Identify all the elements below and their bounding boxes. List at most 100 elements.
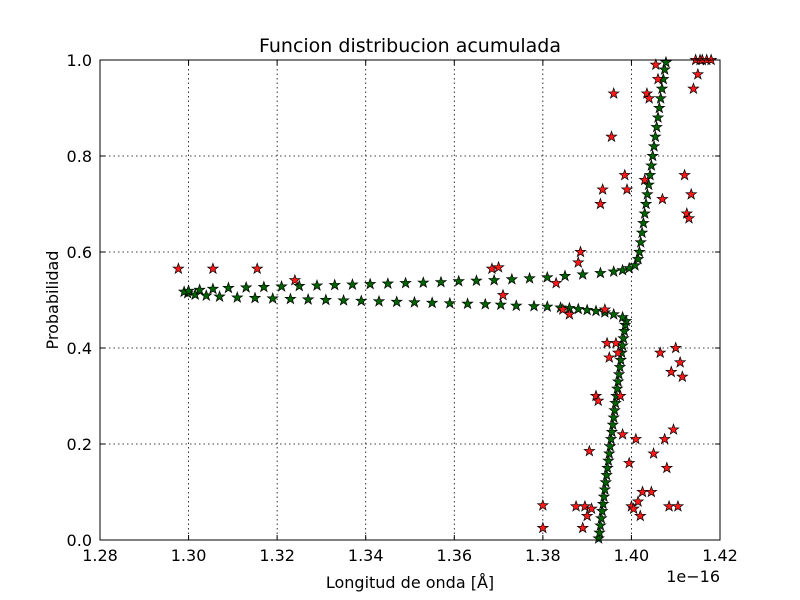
- data-point-star-marker: [673, 355, 687, 368]
- fit-point-star-marker: [659, 55, 673, 68]
- fit-point-star-marker: [572, 302, 585, 315]
- data-point-star-marker: [609, 336, 623, 349]
- data-point-star-marker: [614, 389, 627, 402]
- fit-point-star-marker: [658, 63, 671, 75]
- data-point-star-marker: [536, 498, 550, 511]
- fit-point-star-marker: [541, 270, 554, 283]
- data-point-star-marker: [704, 53, 718, 66]
- x-tick-label: 1.42: [702, 546, 738, 565]
- fit-point-star-marker: [589, 304, 603, 317]
- fit-point-star-marker: [597, 490, 611, 503]
- fit-point-star-marker: [650, 120, 663, 133]
- data-point-star-marker: [622, 456, 636, 469]
- fit-point-star-marker: [631, 252, 645, 265]
- fit-point-star-marker: [595, 511, 608, 524]
- fit-point-star-marker: [381, 277, 395, 289]
- y-tick-label: 0.2: [67, 435, 92, 454]
- data-point-star-marker: [580, 509, 594, 522]
- data-point-star-marker: [627, 502, 640, 515]
- fit-point-star-marker: [639, 197, 653, 210]
- fit-point-star-marker: [372, 294, 386, 307]
- fit-point-star-marker: [182, 284, 195, 297]
- fit-series: [177, 55, 673, 544]
- data-point-star-marker: [576, 521, 589, 534]
- fit-point-star-marker: [355, 294, 368, 307]
- data-point-star-marker: [596, 183, 609, 195]
- data-point-star-marker: [649, 58, 663, 71]
- fit-point-star-marker: [646, 149, 659, 162]
- data-point-star-marker: [572, 255, 585, 268]
- fit-point-star-marker: [641, 187, 654, 200]
- data-point-star-marker: [206, 262, 220, 275]
- data-point-star-marker: [691, 67, 705, 80]
- data-point-star-marker: [638, 173, 651, 186]
- fit-point-star-marker: [602, 454, 615, 467]
- fit-point-star-marker: [580, 303, 594, 316]
- data-point-star-marker: [634, 509, 647, 522]
- fit-point-star-marker: [399, 276, 412, 289]
- plot-frame: [99, 59, 721, 541]
- data-point-star-marker: [574, 245, 587, 258]
- fit-point-star-marker: [635, 226, 649, 239]
- fit-point-star-marker: [328, 278, 341, 291]
- fit-point-star-marker: [523, 271, 536, 284]
- fit-point-star-marker: [337, 293, 350, 306]
- data-point-star-marker: [611, 346, 625, 359]
- fit-point-star-marker: [310, 279, 324, 291]
- fit-point-star-marker: [618, 318, 632, 331]
- data-point-star-marker: [629, 432, 643, 445]
- data-point-star-marker: [618, 168, 632, 181]
- fit-point-star-marker: [558, 269, 572, 282]
- fit-point-star-marker: [239, 280, 253, 293]
- fit-point-star-marker: [600, 468, 613, 481]
- data-point-star-marker: [656, 192, 669, 205]
- chart-title: Funcion distribucion acumulada: [259, 35, 561, 57]
- y-tick-label: 1.0: [67, 51, 92, 70]
- fit-point-star-marker: [607, 265, 620, 277]
- fit-point-star-marker: [647, 139, 661, 152]
- fit-point-star-marker: [617, 331, 630, 344]
- y-axis-title: Probabilidad: [43, 251, 62, 350]
- fit-point-star-marker: [628, 258, 642, 271]
- data-point-star-marker: [680, 207, 694, 219]
- fit-point-star-marker: [222, 281, 235, 294]
- fit-point-star-marker: [645, 159, 658, 171]
- data-point-star-marker: [563, 307, 576, 320]
- fit-point-star-marker: [654, 91, 667, 104]
- fit-point-star-marker: [452, 274, 465, 287]
- data-point-star-marker: [682, 211, 696, 224]
- data-point-star-marker: [669, 341, 682, 354]
- fit-point-star-marker: [616, 339, 629, 351]
- fit-point-star-marker: [603, 447, 616, 459]
- x-tick-label: 1.28: [82, 546, 118, 565]
- data-point-star-marker: [631, 495, 645, 507]
- fit-point-star-marker: [479, 297, 492, 310]
- fit-point-star-marker: [593, 526, 606, 539]
- fit-point-star-marker: [609, 396, 622, 409]
- x-tick-label: 1.34: [348, 546, 384, 565]
- data-point-star-marker: [667, 423, 680, 435]
- axis-ticks: 1.28 1.30 1.32 1.34 1.36 1.38 1.40 1.42 0.0 0.2 0.…: [67, 51, 738, 565]
- data-point-star-marker: [605, 130, 618, 143]
- fit-point-star-marker: [653, 101, 666, 114]
- fit-point-star-marker: [595, 504, 609, 517]
- fit-point-star-marker: [605, 425, 619, 438]
- data-point-star-marker: [578, 499, 592, 512]
- fit-point-star-marker: [606, 418, 620, 431]
- data-point-star-marker: [250, 262, 264, 275]
- fit-point-star-marker: [649, 130, 662, 143]
- fit-point-star-marker: [638, 207, 651, 219]
- fit-point-star-marker: [613, 360, 627, 373]
- fit-point-star-marker: [637, 216, 650, 229]
- data-point-star-marker: [653, 346, 667, 359]
- fit-point-star-marker: [633, 245, 646, 258]
- data-point-star-marker: [591, 394, 605, 407]
- fit-point-star-marker: [594, 266, 607, 279]
- fit-point-star-marker: [266, 291, 279, 304]
- fit-point-star-marker: [417, 276, 430, 289]
- fit-point-star-marker: [193, 283, 206, 296]
- fit-point-star-marker: [363, 277, 377, 290]
- fit-point-star-marker: [470, 274, 483, 287]
- fit-point-star-marker: [643, 168, 657, 181]
